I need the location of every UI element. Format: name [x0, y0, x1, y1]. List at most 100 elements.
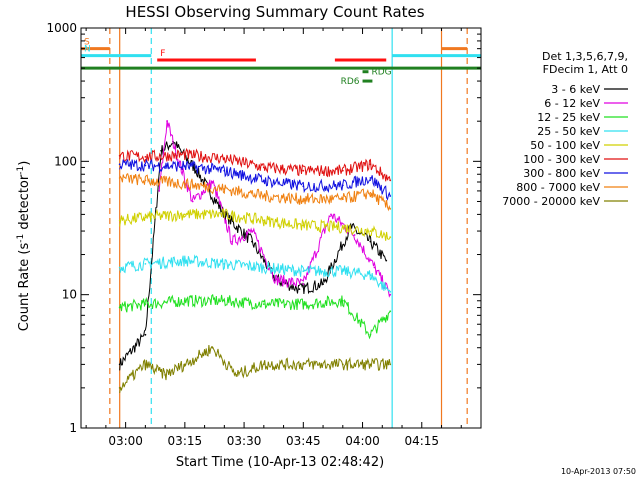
series-5-point-7	[369, 163, 372, 166]
series-8-point-0	[118, 387, 121, 389]
series-0-point-11	[369, 240, 372, 243]
plot-frame	[80, 27, 482, 429]
legend-header-1: FDecim 1, Att 0	[543, 63, 628, 76]
series-3-point-6	[341, 270, 344, 273]
series-8-point-3	[183, 363, 186, 366]
series-line-7	[119, 173, 391, 212]
series-1-point-7	[274, 278, 277, 281]
series-8-point-7	[302, 363, 305, 366]
series-line-3	[119, 254, 391, 293]
series-2	[118, 293, 392, 340]
series-7-point-0	[118, 177, 121, 179]
series-4-point-1	[144, 216, 147, 219]
flag-label-4: RDG	[371, 68, 391, 78]
series-5-point-0	[118, 154, 121, 157]
flag-label-0: S	[84, 38, 90, 48]
series-7-point-2	[183, 182, 186, 185]
series-7-point-4	[262, 195, 265, 197]
timestamp: 10-Apr-2013 07:50	[561, 467, 636, 476]
series-2-point-2	[183, 299, 186, 302]
legend-label-6: 300 - 800 keV	[523, 167, 600, 180]
series-7-point-8	[389, 208, 392, 210]
series-1-point-4	[211, 181, 214, 183]
series-4-point-6	[341, 226, 344, 229]
legend-label-5: 100 - 300 keV	[523, 153, 600, 166]
series-1-point-6	[251, 230, 253, 233]
series-6-point-4	[262, 179, 265, 182]
series-6	[118, 158, 392, 201]
legend-label-0: 3 - 6 keV	[551, 83, 600, 96]
series-3-point-1	[144, 263, 147, 265]
series-4-point-3	[223, 213, 226, 216]
series-3-point-8	[389, 290, 392, 293]
x-tick-label-4: 04:00	[345, 434, 380, 448]
y-axis-label-sup: -1	[16, 234, 26, 243]
vertical-marker-layer	[109, 28, 468, 428]
series-6-point-0	[118, 163, 121, 166]
series-0-point-2	[160, 149, 163, 152]
series-2-point-5	[302, 303, 305, 305]
y-axis-label-close: )	[17, 161, 32, 166]
series-5-point-2	[183, 153, 186, 156]
series-5-point-3	[223, 157, 226, 160]
series-line-6	[119, 158, 391, 201]
legend-label-3: 25 - 50 keV	[537, 125, 600, 138]
series-3-point-2	[183, 259, 186, 262]
series-6-point-1	[144, 164, 147, 167]
series-0-point-12	[385, 259, 388, 262]
series-0-point-0	[118, 363, 121, 366]
series-6-point-7	[369, 177, 372, 179]
series-2-point-0	[118, 306, 121, 309]
series-4-point-7	[369, 230, 372, 233]
series-2-point-4	[262, 303, 265, 305]
legend-label-1: 6 - 12 keV	[544, 97, 600, 110]
x-tick-label-2: 03:30	[227, 434, 262, 448]
flag-label-5: RD6	[341, 77, 360, 87]
y-tick-label-2: 100	[54, 154, 77, 168]
series-7-point-3	[223, 188, 226, 190]
series-1-point-11	[373, 266, 376, 269]
series-2-point-3	[223, 299, 226, 302]
series-8-point-10	[389, 363, 392, 366]
series-7-point-1	[144, 179, 147, 182]
series-4-point-0	[118, 219, 121, 222]
series-6-point-3	[223, 169, 226, 172]
series-1-point-8	[302, 283, 305, 285]
series-6-point-6	[341, 184, 344, 187]
series-3-point-4	[262, 266, 265, 269]
series-1-point-1	[166, 120, 169, 123]
series-5-point-6	[341, 169, 344, 172]
series-5-point-1	[144, 156, 147, 158]
series-8-point-5	[235, 374, 238, 376]
series-0-point-6	[251, 240, 253, 243]
x-tick-label-1: 03:15	[168, 434, 203, 448]
legend-label-2: 12 - 25 keV	[537, 111, 600, 124]
series-layer	[118, 120, 392, 393]
series-1-point-5	[231, 240, 234, 243]
series-4	[118, 207, 392, 241]
y-tick-label-0: 1	[69, 421, 77, 435]
flag-layer: SN F RDG RD6	[81, 38, 481, 87]
series-8	[118, 345, 392, 393]
series-3-point-3	[223, 263, 226, 265]
chart-title: HESSI Observing Summary Count Rates	[125, 3, 424, 21]
series-3-point-7	[369, 274, 372, 277]
x-tick-label-5: 04:15	[404, 434, 439, 448]
series-8-point-6	[262, 363, 265, 366]
series-7-point-5	[302, 198, 305, 201]
series-7-point-7	[369, 192, 372, 194]
legend: Det 1,3,5,6,7,9,FDecim 1, Att 0 3 - 6 keV…	[502, 50, 628, 208]
series-8-point-2	[164, 374, 167, 376]
series-line-8	[119, 345, 391, 393]
x-tick-label-3: 03:45	[286, 434, 321, 448]
series-8-point-1	[144, 363, 147, 366]
series-6-point-2	[183, 165, 186, 168]
series-6-point-5	[302, 185, 305, 188]
legend-label-4: 50 - 100 keV	[530, 139, 600, 152]
series-8-point-8	[341, 363, 344, 366]
series-2-point-7	[369, 333, 372, 336]
series-1-point-12	[389, 293, 392, 296]
series-5-point-5	[302, 169, 305, 172]
